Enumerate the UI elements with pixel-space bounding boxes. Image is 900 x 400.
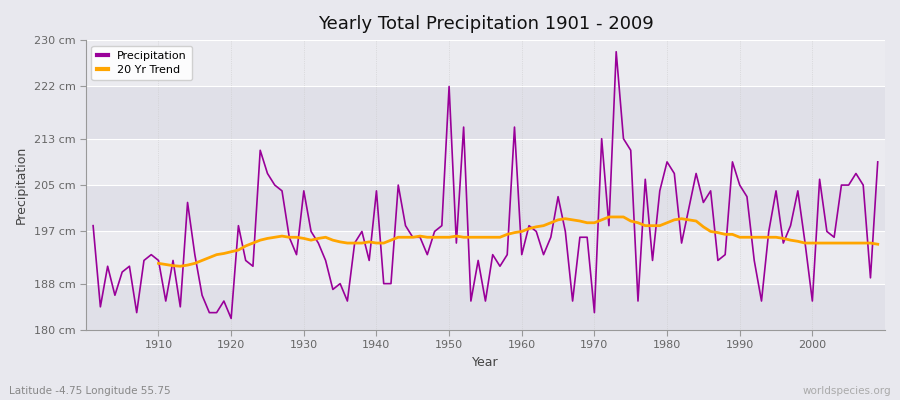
20 Yr Trend — [850, 241, 861, 246]
Bar — [86, 86, 885, 139]
Precipitation — [618, 136, 629, 141]
Bar — [86, 40, 885, 86]
Precipitation — [872, 160, 883, 164]
Title: Yearly Total Precipitation 1901 - 2009: Yearly Total Precipitation 1901 - 2009 — [318, 15, 653, 33]
20 Yr Trend — [328, 238, 338, 242]
Precipitation — [87, 223, 98, 228]
20 Yr Trend — [175, 264, 185, 269]
Bar — [86, 232, 885, 284]
20 Yr Trend — [604, 214, 615, 219]
20 Yr Trend — [531, 224, 542, 229]
20 Yr Trend — [299, 236, 310, 241]
Line: 20 Yr Trend: 20 Yr Trend — [158, 217, 877, 266]
Precipitation — [146, 252, 157, 257]
Precipitation — [517, 252, 527, 257]
Line: Precipitation: Precipitation — [93, 52, 878, 318]
20 Yr Trend — [589, 220, 599, 225]
Precipitation — [356, 229, 367, 234]
20 Yr Trend — [872, 242, 883, 247]
Bar — [86, 284, 885, 330]
Text: worldspecies.org: worldspecies.org — [803, 386, 891, 396]
20 Yr Trend — [829, 241, 840, 246]
20 Yr Trend — [153, 261, 164, 266]
X-axis label: Year: Year — [472, 356, 499, 369]
Y-axis label: Precipitation: Precipitation — [15, 146, 28, 224]
Precipitation — [524, 223, 535, 228]
Precipitation — [226, 316, 237, 321]
Precipitation — [313, 241, 324, 246]
Text: Latitude -4.75 Longitude 55.75: Latitude -4.75 Longitude 55.75 — [9, 386, 171, 396]
Bar — [86, 185, 885, 232]
Legend: Precipitation, 20 Yr Trend: Precipitation, 20 Yr Trend — [92, 46, 193, 80]
Bar — [86, 139, 885, 185]
Precipitation — [611, 49, 622, 54]
